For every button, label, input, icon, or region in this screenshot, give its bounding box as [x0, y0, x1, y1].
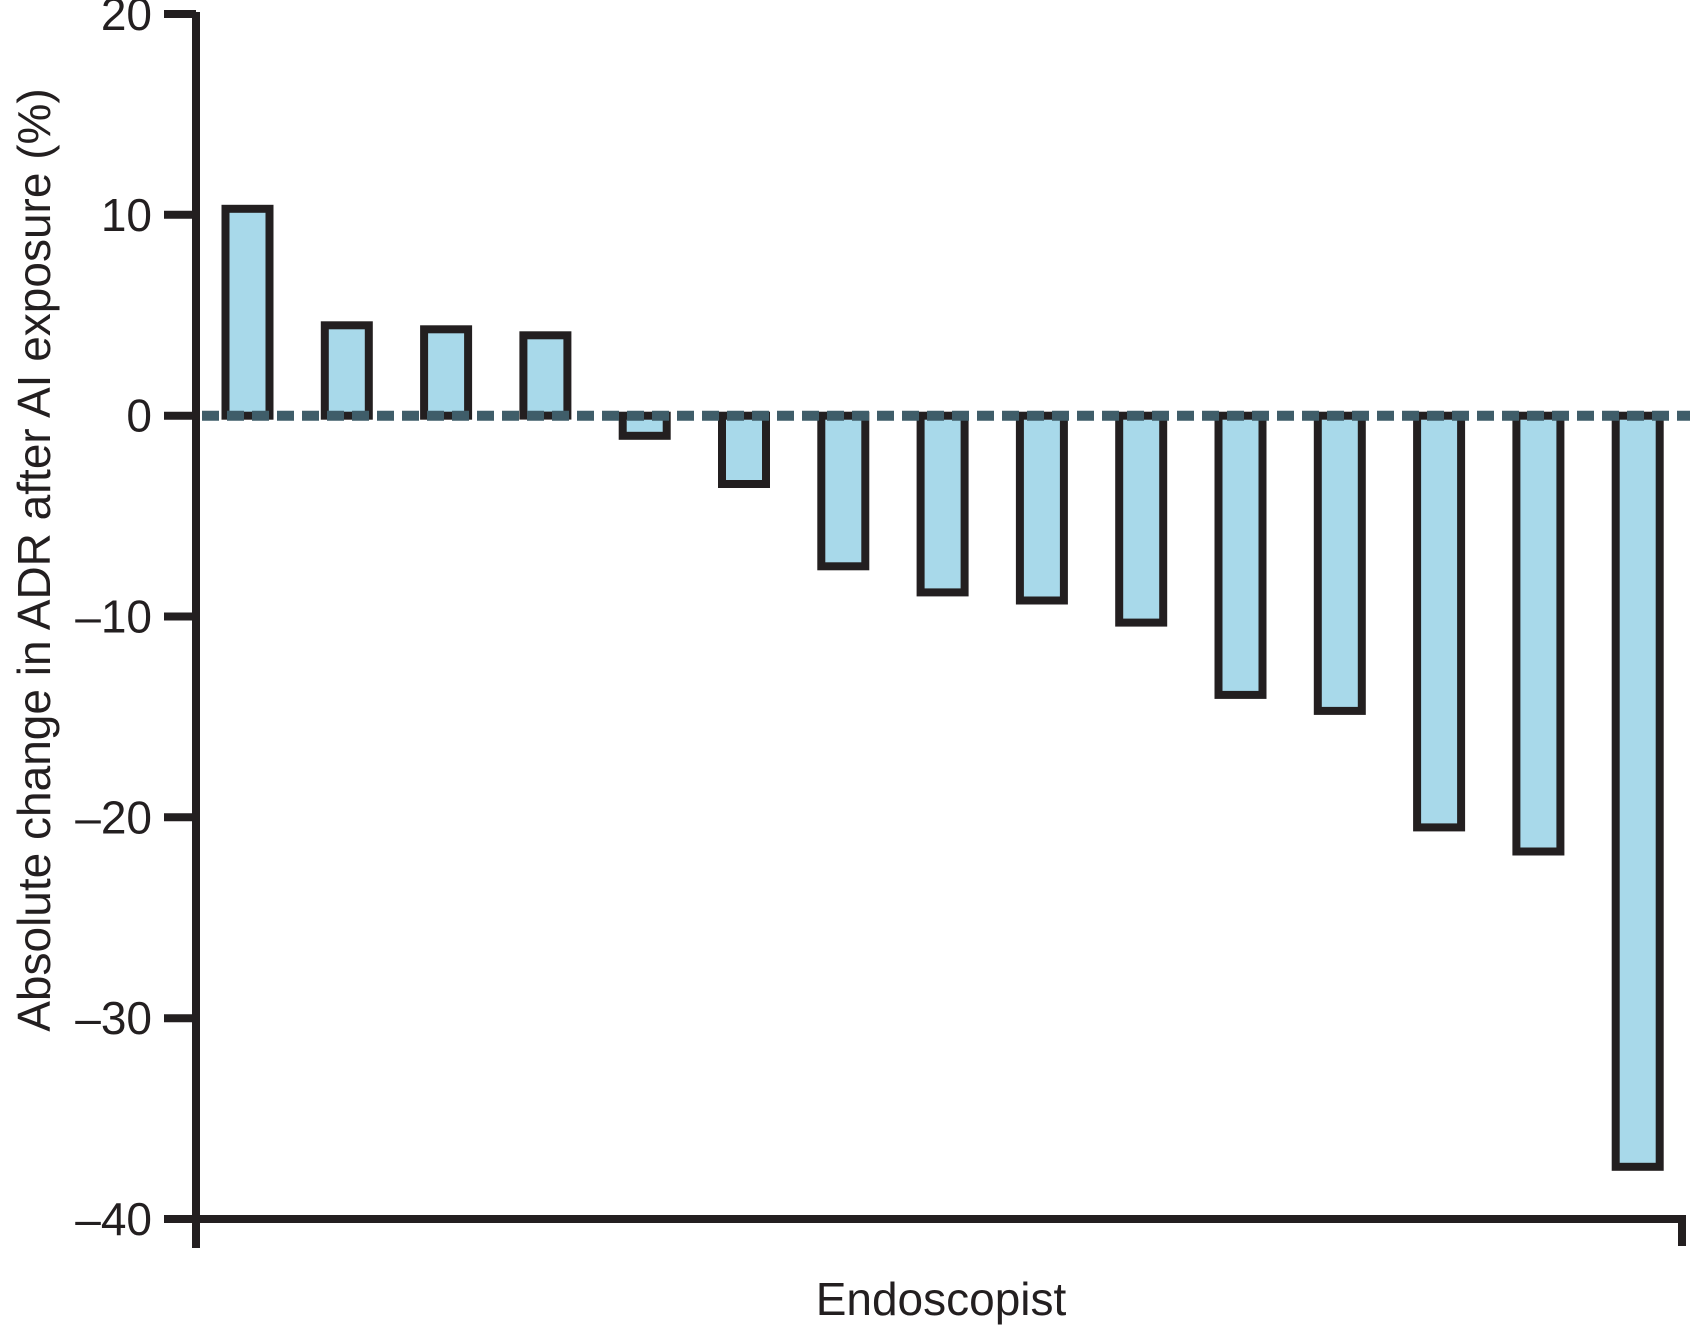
bar — [718, 411, 770, 489]
bar — [817, 411, 870, 571]
bar — [1512, 411, 1565, 856]
x-axis-title: Endoscopist — [815, 1273, 1067, 1325]
y-axis-title: Absolute change in ADR after AI exposure… — [8, 88, 60, 1032]
bar — [916, 411, 969, 597]
bar — [320, 321, 373, 420]
bar — [618, 411, 671, 440]
bar — [420, 325, 473, 420]
bar — [1313, 411, 1366, 715]
y-tick-label: 20 — [101, 0, 152, 40]
bar — [1015, 411, 1068, 605]
y-tick-label: 0 — [126, 390, 152, 442]
y-tick-label: –40 — [75, 1193, 152, 1245]
bar — [519, 331, 572, 420]
bar — [1611, 411, 1664, 1171]
y-tick-label: 10 — [101, 189, 152, 241]
bar — [1214, 411, 1267, 699]
bar — [221, 204, 274, 420]
y-tick-label: –30 — [75, 992, 152, 1044]
y-tick-label: –20 — [75, 791, 152, 843]
bar — [1413, 411, 1466, 832]
y-tick-label: –10 — [75, 591, 152, 643]
bar — [1115, 411, 1168, 627]
